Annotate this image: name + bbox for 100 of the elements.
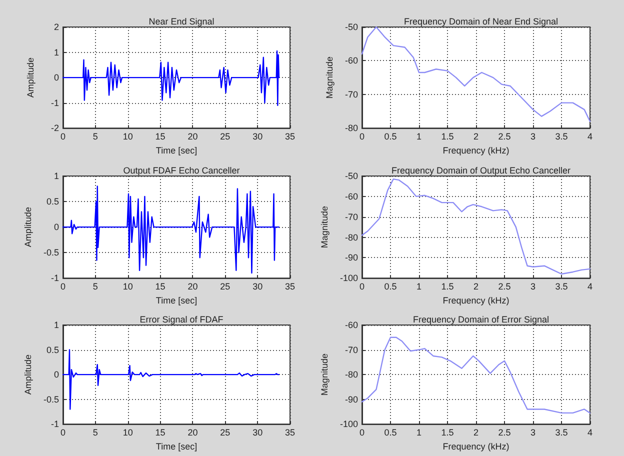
x-tick-label: 3 [530, 282, 536, 292]
y-tick-label: 1 [54, 171, 59, 181]
x-tick-label: 10 [122, 132, 133, 142]
x-tick-label: 0.5 [384, 132, 397, 142]
y-tick-label: -70 [344, 212, 358, 222]
y-tick-label: -2 [50, 123, 59, 134]
x-tick-label: 2 [473, 428, 479, 438]
y-tick-label: 0 [54, 370, 59, 380]
y-tick-label: -50 [344, 171, 358, 181]
x-tick-label: 5 [92, 282, 98, 292]
y-tick-label: -1 [50, 419, 59, 430]
y-tick-label: -70 [344, 344, 358, 355]
y-tick-label: -90 [344, 252, 358, 263]
y-tick-label: 0 [54, 222, 59, 232]
chart-title: Error Signal of FDAF [140, 314, 224, 324]
y-tick-label: -100 [340, 419, 358, 430]
line-series [361, 178, 591, 275]
y-tick-label: -70 [344, 89, 358, 100]
x-tick-label: 0.5 [384, 428, 397, 438]
x-tick-label: 3 [530, 428, 536, 438]
y-tick-label: -1 [50, 273, 59, 284]
x-tick-label: 3.5 [555, 132, 568, 142]
chart-title: Frequency Domain of Output Echo Canceller [391, 166, 571, 176]
x-tick-label: 20 [188, 282, 198, 292]
x-tick-label: 4 [587, 132, 593, 142]
y-axis-title: Magnitude [324, 56, 334, 99]
x-tick-label: 5 [92, 428, 98, 438]
x-tick-label: 10 [122, 282, 133, 292]
x-tick-label: 1 [416, 282, 422, 292]
x-tick-label: 20 [188, 428, 198, 438]
line-series [62, 349, 280, 410]
y-axis-title: Amplitude [26, 58, 36, 98]
y-axis-title: Amplitude [23, 354, 34, 395]
y-tick-label: -1 [50, 98, 59, 108]
x-tick-label: 4 [587, 428, 593, 438]
y-tick-label: -0.5 [43, 394, 59, 404]
y-tick-label: 1 [54, 47, 59, 58]
x-tick-label: 5 [92, 132, 98, 142]
x-tick-label: 1.5 [441, 132, 454, 142]
x-tick-label: 20 [188, 132, 198, 142]
x-tick-label: 3 [530, 132, 536, 142]
y-tick-label: -60 [344, 320, 358, 330]
y-tick-label: 0 [54, 72, 59, 83]
x-tick-label: 2.5 [498, 282, 511, 292]
line-series [62, 186, 280, 274]
x-tick-label: 0 [359, 132, 365, 142]
x-axis-title: Frequency (kHz) [442, 442, 510, 452]
y-tick-label: -100 [340, 273, 358, 284]
x-tick-label: 15 [155, 428, 166, 438]
y-tick-label: 0.5 [46, 196, 59, 207]
chart-title: Output FDAF Echo Canceller [123, 166, 240, 176]
x-tick-label: 2 [473, 132, 479, 142]
y-tick-label: -60 [344, 56, 358, 66]
y-tick-label: -80 [344, 232, 358, 242]
x-tick-label: 0 [60, 132, 66, 142]
x-tick-label: 15 [155, 132, 166, 142]
x-tick-label: 2.5 [498, 132, 511, 142]
y-tick-label: -50 [344, 22, 358, 32]
x-tick-label: 30 [252, 282, 263, 292]
x-tick-label: 4 [587, 282, 593, 292]
x-tick-label: 2 [473, 282, 479, 292]
line-series [361, 336, 591, 414]
x-tick-label: 0 [359, 282, 365, 292]
y-tick-label: -60 [344, 191, 358, 202]
x-tick-label: 0 [359, 428, 365, 438]
x-tick-label: 35 [284, 428, 296, 438]
x-tick-label: 1.5 [441, 282, 454, 292]
x-tick-label: 30 [252, 428, 263, 438]
y-tick-label: 2 [54, 22, 59, 32]
y-tick-label: -0.5 [43, 248, 59, 258]
x-axis-title: Time [sec] [156, 296, 198, 306]
y-axis-title: Amplitude [23, 207, 34, 248]
y-tick-label: 0.5 [46, 344, 59, 355]
x-tick-label: 1.5 [441, 428, 454, 438]
y-axis-title: Magnitude [320, 206, 330, 248]
x-tick-label: 3.5 [555, 428, 568, 438]
x-tick-label: 25 [220, 282, 230, 292]
x-tick-label: 25 [220, 132, 230, 142]
x-axis-title: Time [sec] [156, 146, 198, 156]
x-tick-label: 35 [284, 132, 296, 142]
x-tick-label: 0 [60, 428, 66, 438]
x-axis-title: Time [sec] [156, 442, 198, 452]
y-tick-label: -90 [344, 394, 358, 404]
chart-title: Frequency Domain of Error Signal [412, 314, 550, 324]
x-axis-title: Frequency (kHz) [442, 146, 510, 156]
y-tick-label: -80 [344, 370, 358, 380]
line-series [62, 50, 280, 106]
x-tick-label: 15 [155, 282, 166, 292]
x-tick-label: 30 [252, 132, 263, 142]
y-axis-title: Magnitude [320, 354, 330, 396]
x-axis-title: Frequency (kHz) [442, 296, 510, 306]
x-tick-label: 3.5 [555, 282, 568, 292]
chart-title: Frequency Domain of Near End Signal [404, 16, 558, 26]
y-tick-label: -80 [344, 123, 358, 134]
x-tick-label: 25 [220, 428, 230, 438]
x-tick-label: 0 [60, 282, 66, 292]
y-tick-label: 1 [54, 320, 59, 330]
x-tick-label: 1 [416, 428, 422, 438]
x-tick-label: 2.5 [498, 428, 511, 438]
x-tick-label: 0.5 [384, 282, 397, 292]
